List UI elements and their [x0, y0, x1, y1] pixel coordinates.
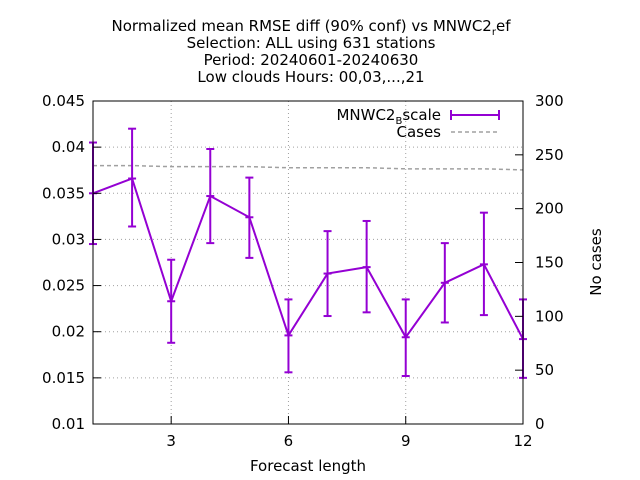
y2-tick-label-200: 200: [535, 200, 564, 218]
plot-frame: [92, 100, 524, 425]
y2-axis-label: No cases: [587, 228, 605, 296]
chart-title-subscript: r: [492, 27, 497, 38]
y-tick-label-0.015: 0.015: [42, 369, 85, 387]
x-tick-label-9: 9: [401, 432, 411, 450]
y-tick-label-0.02: 0.02: [52, 323, 85, 341]
series-line-mnwc2: [92, 177, 524, 340]
y-tick-label-0.04: 0.04: [52, 138, 85, 156]
y-tick-label-0.035: 0.035: [42, 184, 85, 202]
x-tick-label-6: 6: [284, 432, 294, 450]
y2-tick-label-300: 300: [535, 92, 564, 110]
legend: MNWC2Bscale Cases: [336, 106, 500, 141]
y2-tick-label-50: 50: [535, 361, 554, 379]
y2-tick-label-250: 250: [535, 146, 564, 164]
x-tick-label-12: 12: [513, 432, 532, 450]
series-layer: [89, 127, 527, 379]
y-tick-label-0.03: 0.03: [52, 230, 85, 248]
y-tick-label-0.025: 0.025: [42, 277, 85, 295]
y2-tick-label-100: 100: [535, 307, 564, 325]
y-tick-label-0.045: 0.045: [42, 92, 85, 110]
legend-label-mnwc2: MNWC2Bscale: [336, 106, 441, 127]
y2-tick-label-0: 0: [535, 415, 545, 433]
y-tick-label-0.01: 0.01: [52, 415, 85, 433]
series-line-cases: [93, 164, 524, 171]
grid-lines: [93, 101, 523, 424]
chart-title-line-4: Low clouds Hours: 00,03,...,21: [197, 68, 424, 86]
y2-tick-label-150: 150: [535, 254, 564, 272]
chart-title-tail: ef: [496, 17, 511, 35]
axis-ticks: 0.01 0.015 0.02 0.025 0.03 0.035 0.04 0.045 0 50 1…: [42, 92, 564, 450]
x-tick-label-3: 3: [166, 432, 176, 450]
chart-title-line-3: Period: 20240601-20240630: [204, 51, 419, 69]
x-axis-label: Forecast length: [250, 457, 366, 475]
chart-title-line-2: Selection: ALL using 631 stations: [187, 34, 436, 52]
legend-label-cases: Cases: [396, 123, 441, 141]
chart-title-line-1: Normalized mean RMSE diff (90% conf) vs …: [112, 17, 512, 38]
